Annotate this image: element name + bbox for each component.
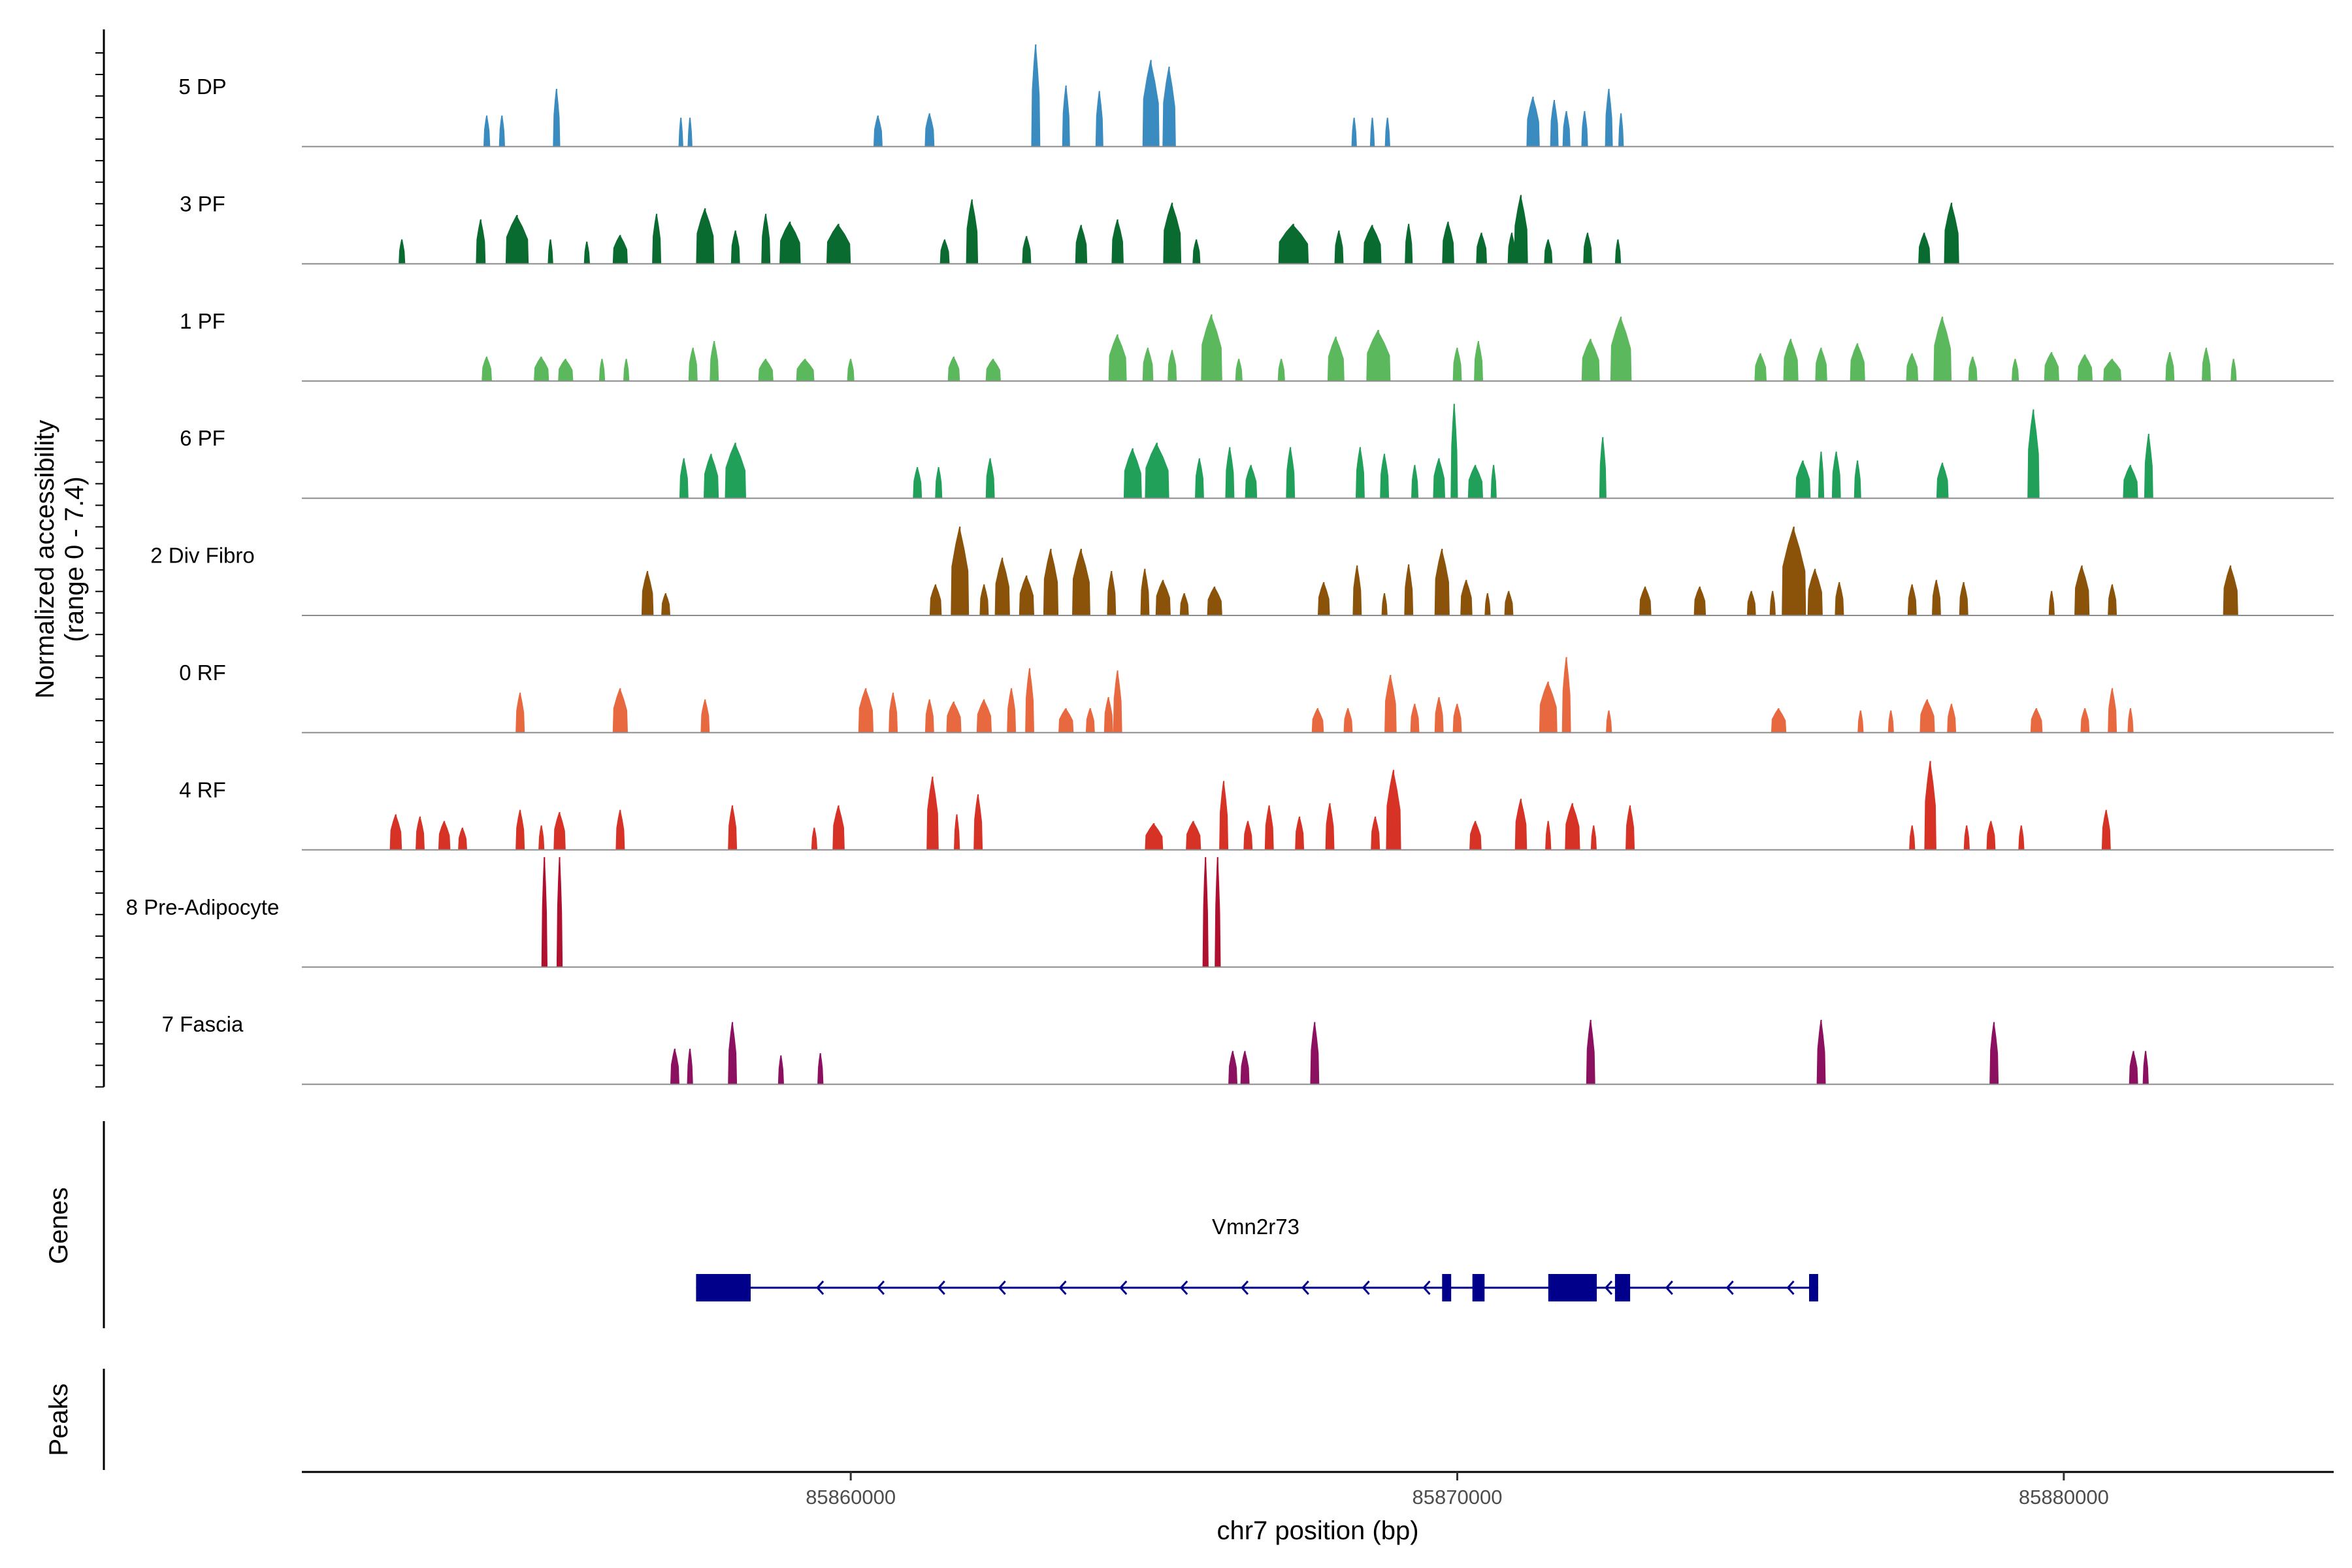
gene-exon xyxy=(1809,1274,1818,1301)
strand-arrow xyxy=(1786,1280,1795,1296)
genes-panel: Genes Vmn2r73 xyxy=(44,1121,1818,1328)
x-axis: 85860000 85870000 85880000 chr7 position (… xyxy=(302,1471,2334,1545)
track-3: 1 PF xyxy=(180,309,2334,382)
track-2: 3 PF xyxy=(180,191,2334,265)
coverage-tracks: 5 DP 3 PF 1 PF 6 PF 2 Div Fibro 0 RF 4 RF 8 Pre… xyxy=(126,44,2334,1085)
y-axis-title: Normalized accessibility xyxy=(31,420,59,699)
y-axis-title-range: (range 0 - 7.4) xyxy=(60,476,89,642)
accessibility-y-axis xyxy=(95,29,105,1088)
strand-arrow xyxy=(1665,1280,1673,1296)
track-label: 8 Pre-Adipocyte xyxy=(126,895,280,919)
track-1: 5 DP xyxy=(178,44,2334,148)
strand-arrow xyxy=(1180,1280,1188,1296)
track-label: 2 Div Fibro xyxy=(150,544,255,568)
track-label: 3 PF xyxy=(180,191,225,216)
strand-arrow xyxy=(816,1280,825,1296)
track-label: 6 PF xyxy=(180,426,225,450)
gene-model xyxy=(696,1274,1818,1301)
strand-arrow xyxy=(1301,1280,1309,1296)
x-axis-tick-label: 85870000 xyxy=(1413,1486,1503,1509)
gene-exon xyxy=(1442,1274,1452,1301)
track-9: 7 Fascia xyxy=(162,1012,2334,1085)
genes-panel-label: Genes xyxy=(44,1187,73,1264)
strand-arrow xyxy=(1058,1280,1067,1296)
track-7: 4 RF xyxy=(179,760,2334,851)
strand-arrow xyxy=(998,1280,1006,1296)
strand-arrow xyxy=(937,1280,945,1296)
gene-exon xyxy=(1614,1274,1631,1301)
strand-arrow xyxy=(876,1280,885,1296)
track-5: 2 Div Fibro xyxy=(150,527,2334,616)
x-axis-ticks: 85860000 85870000 85880000 xyxy=(806,1472,2109,1509)
track-label: 7 Fascia xyxy=(162,1012,244,1036)
track-6: 0 RF xyxy=(179,657,2334,734)
strand-arrow xyxy=(1240,1280,1249,1296)
x-axis-title: chr7 position (bp) xyxy=(1217,1516,1418,1545)
gene-exon xyxy=(696,1274,751,1301)
strand-arrow xyxy=(1725,1280,1734,1296)
x-axis-tick-label: 85880000 xyxy=(2019,1486,2109,1509)
x-axis-tick-label: 85860000 xyxy=(806,1486,896,1509)
strand-arrow xyxy=(1362,1280,1370,1296)
track-4: 6 PF xyxy=(180,404,2334,499)
track-label: 4 RF xyxy=(179,777,226,802)
peaks-panel: Peaks xyxy=(44,1369,105,1470)
track-label: 1 PF xyxy=(180,309,225,333)
gene-exon xyxy=(1472,1274,1485,1301)
gene-exon xyxy=(1548,1274,1597,1301)
peaks-panel-label: Peaks xyxy=(44,1383,73,1456)
track-label: 0 RF xyxy=(179,661,226,685)
track-label: 5 DP xyxy=(178,74,226,99)
strand-arrow xyxy=(1119,1280,1128,1296)
strand-arrow xyxy=(1604,1280,1613,1296)
track-8: 8 Pre-Adipocyte xyxy=(126,857,2334,968)
strand-arrow xyxy=(1422,1280,1431,1296)
gene-name-label: Vmn2r73 xyxy=(1212,1215,1299,1239)
